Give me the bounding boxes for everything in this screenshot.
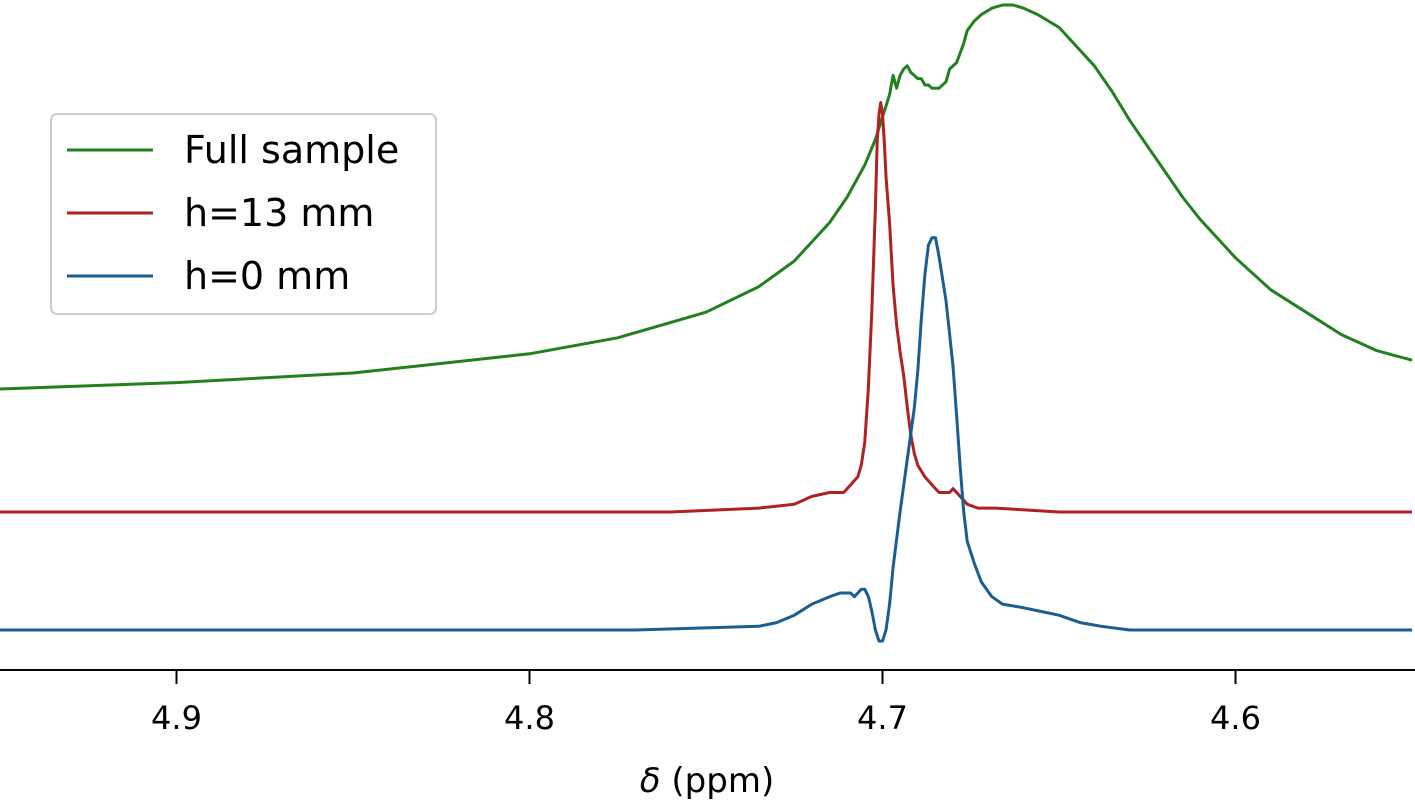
series-line-1: [0, 3, 1413, 391]
legend-label-1: Full sample: [184, 128, 399, 172]
series-layer: [0, 3, 1413, 643]
legend-label-3: h=0 mm: [184, 254, 350, 298]
x-tick-label: 4.8: [504, 699, 555, 737]
legend-frame: [50, 113, 437, 315]
x-tick-label: 4.7: [857, 699, 908, 737]
x-ticks: 4.9 4.8 4.7 4.6: [151, 670, 1261, 737]
x-axis-title: δ (ppm): [640, 761, 774, 801]
series-line-3: [0, 236, 1412, 643]
x-axis-unit: (ppm): [661, 761, 775, 801]
legend: Full sample h=13 mm h=0 mm: [50, 113, 437, 315]
x-tick-label: 4.9: [151, 699, 202, 737]
series-line-2: [0, 101, 1412, 514]
x-tick-label: 4.6: [1210, 699, 1261, 737]
legend-label-2: h=13 mm: [184, 191, 374, 235]
x-axis-symbol: δ: [640, 761, 661, 801]
